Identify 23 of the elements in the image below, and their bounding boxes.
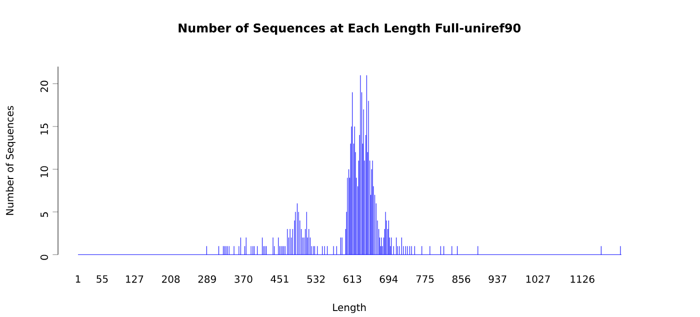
y-tick-label: 5: [40, 212, 48, 217]
x-tick-label: 1: [76, 275, 80, 282]
chart-title: Number of Sequences at Each Length Full-uniref90: [178, 23, 521, 35]
x-tick-label: 694: [380, 275, 398, 283]
y-axis-title: Number of Sequences: [6, 106, 16, 215]
x-tick-label: 613: [344, 275, 362, 283]
y-tick-label: 15: [40, 123, 48, 134]
x-tick-label: 289: [198, 275, 216, 283]
x-tick-label: 370: [234, 275, 252, 283]
x-axis-title: Length: [333, 303, 366, 313]
y-tick-label: 10: [40, 166, 48, 177]
x-tick-label: 208: [162, 275, 180, 283]
y-tick-label: 20: [40, 80, 48, 92]
x-tick-label: 127: [126, 275, 144, 283]
x-tick-label: 856: [452, 275, 470, 283]
x-tick-label: 451: [270, 275, 288, 283]
x-tick-label: 1027: [526, 275, 550, 283]
x-tick-label: 775: [416, 275, 434, 283]
x-tick-label: 937: [488, 275, 506, 283]
x-tick-label: 55: [96, 275, 108, 283]
x-tick-label: 532: [307, 275, 325, 283]
x-tick-label: 1126: [570, 275, 594, 283]
y-tick-label: 0: [40, 254, 48, 260]
